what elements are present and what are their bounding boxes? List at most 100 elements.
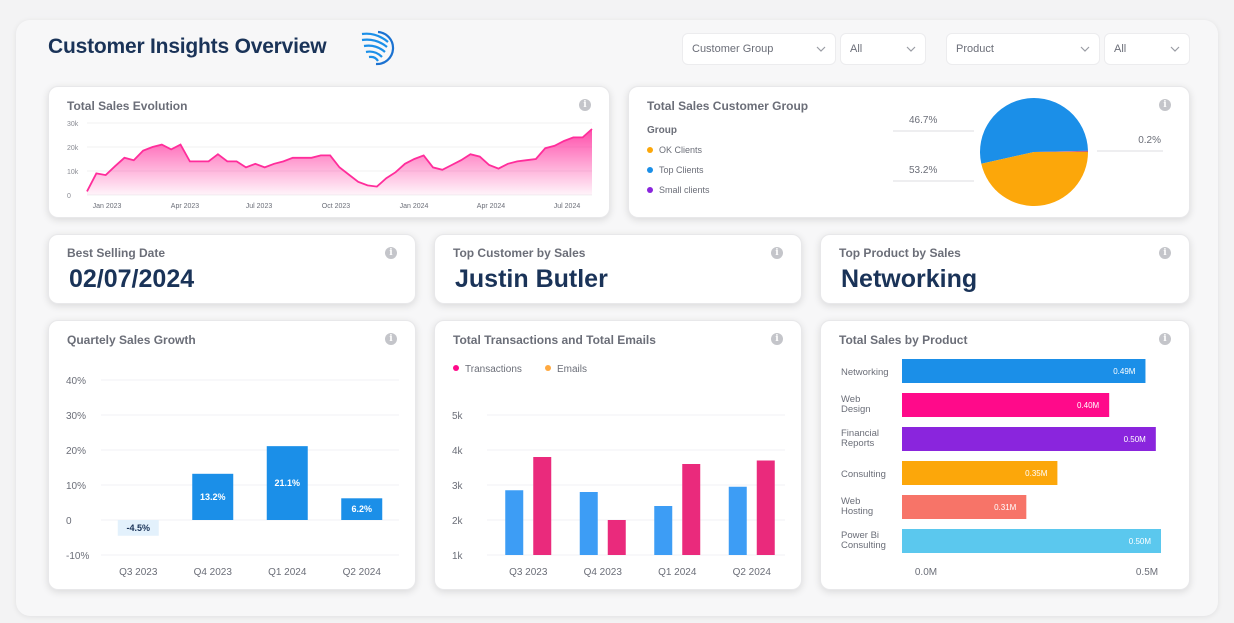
legend-item[interactable]: OK Clients — [647, 145, 702, 155]
y-tick-label: 10% — [66, 481, 86, 492]
info-icon[interactable]: i — [771, 333, 783, 345]
y-tick-label: 30% — [66, 411, 86, 422]
transactions-card: Total Transactions and Total Emails i Tr… — [434, 320, 802, 590]
pie-slice — [980, 97, 1088, 164]
area-fill — [87, 129, 592, 195]
transactions-bar — [682, 464, 701, 555]
transactions-bar — [728, 486, 747, 555]
bar-value-label: 0.35M — [1025, 469, 1048, 478]
y-tick-label: -10% — [66, 551, 89, 562]
bar-value-label: 0.50M — [1129, 537, 1152, 546]
card-title: Total Sales Evolution — [67, 99, 188, 113]
info-icon[interactable]: i — [1159, 247, 1171, 259]
info-icon[interactable]: i — [1159, 99, 1171, 111]
legend-label: Small clients — [659, 185, 710, 195]
info-icon[interactable]: i — [1159, 333, 1171, 345]
legend-label: Emails — [557, 364, 588, 375]
legend-label: Transactions — [465, 364, 522, 375]
category-label: Web — [841, 496, 860, 507]
bar-value-label: 0.49M — [1113, 367, 1136, 376]
category-label: Web — [841, 394, 860, 405]
product-bar — [902, 359, 1146, 383]
x-tick-label: Q4 2023 — [194, 567, 233, 578]
area-line — [86, 128, 593, 192]
y-tick-label: 0 — [66, 516, 72, 527]
x-tick-label: Jul 2023 — [246, 203, 273, 210]
transactions-chart: 1k 2k 3k 4k 5k Q3 2023 Q4 2023 Q1 2024 Q2 2024 — [452, 411, 785, 578]
y-tick-label: 40% — [66, 376, 86, 387]
bar-value-label: 0.50M — [1124, 435, 1147, 444]
y-tick-label: 20% — [66, 446, 86, 457]
x-tick-label: Q1 2024 — [658, 567, 697, 578]
quarterly-growth-card: Quartely Sales Growth i -10% 0 10% 20% 30% 40… — [48, 320, 416, 590]
best-selling-date-value: 02/07/2024 — [69, 265, 195, 293]
y-tick-label: 5k — [452, 411, 464, 422]
category-label: Reports — [841, 438, 875, 449]
transactions-bar — [756, 460, 775, 555]
product-select[interactable]: Product — [946, 33, 1100, 65]
x-tick-label: Apr 2024 — [477, 203, 506, 210]
card-title: Total Sales by Product — [839, 333, 968, 347]
y-tick-label: 4k — [452, 446, 464, 457]
customer-group-value-select[interactable]: All — [840, 33, 926, 65]
legend-dot — [545, 365, 551, 372]
legend-item[interactable]: Top Clients — [647, 165, 704, 175]
sales-by-product-chart: 0.49MNetworking0.40MWebDesign0.50MFinanc… — [841, 359, 1161, 578]
info-icon[interactable]: i — [579, 99, 591, 111]
bar-value-label: 13.2% — [200, 492, 226, 502]
y-tick-label: 3k — [452, 481, 464, 492]
legend-dot — [647, 146, 653, 153]
best-selling-date-card: Best Selling Date i 02/07/2024 — [48, 234, 416, 304]
card-title: Quartely Sales Growth — [67, 333, 196, 347]
kpi-label: Best Selling Date — [67, 246, 166, 260]
top-customer-value: Justin Butler — [455, 265, 608, 293]
customer-group-select[interactable]: Customer Group — [682, 33, 836, 65]
transactions-bar — [533, 457, 552, 555]
top-product-value: Networking — [841, 265, 978, 293]
info-icon[interactable]: i — [385, 333, 397, 345]
transactions-bar — [654, 506, 673, 555]
kpi-label: Top Product by Sales — [839, 246, 961, 260]
chevron-down-icon — [816, 46, 826, 52]
sales-evolution-card: Total Sales Evolution i 0 10k 20k 30k Jan 20… — [48, 86, 610, 218]
growth-bar — [341, 498, 383, 520]
info-icon[interactable]: i — [771, 247, 783, 259]
info-icon[interactable]: i — [385, 247, 397, 259]
card-title: Total Transactions and Total Emails — [453, 333, 656, 347]
bar-value-label: 21.1% — [274, 478, 300, 488]
product-value-select[interactable]: All — [1104, 33, 1190, 65]
card-title: Total Sales Customer Group — [647, 99, 809, 113]
growth-bar — [117, 520, 159, 536]
category-label: Design — [841, 404, 871, 415]
y-tick-label: 10k — [67, 169, 79, 176]
category-label: Consulting — [841, 540, 886, 551]
bar-value-label: 0.40M — [1077, 401, 1100, 410]
legend-item[interactable]: Emails — [545, 364, 587, 375]
x-tick-label: Apr 2023 — [171, 203, 200, 210]
pie-slice — [981, 151, 1088, 206]
kpi-label: Top Customer by Sales — [453, 246, 586, 260]
category-label: Networking — [841, 367, 889, 378]
customer-group-card: Total Sales Customer Group i Group OK Cl… — [628, 86, 1190, 218]
product-bar — [902, 427, 1156, 451]
sales-evolution-chart: 0 10k 20k 30k Jan 2023 Apr 2023 Jul 2023 Oct 20… — [67, 121, 593, 210]
product-bar — [902, 529, 1161, 553]
pie-label: 53.2% — [909, 165, 937, 176]
customer-group-value: All — [850, 43, 863, 55]
y-tick-label: 2k — [452, 516, 464, 527]
x-tick-label: Q3 2023 — [509, 567, 548, 578]
product-bar — [902, 495, 1027, 519]
quarterly-growth-chart: -10% 0 10% 20% 30% 40% -4.5% Q3 2023 13.2% Q4 202… — [66, 376, 399, 578]
x-tick-label: 0.5M — [1136, 567, 1158, 578]
x-tick-label: Oct 2023 — [322, 203, 351, 210]
pie-slice — [1034, 150, 1088, 152]
y-tick-label: 30k — [67, 121, 79, 128]
legend-item[interactable]: Small clients — [647, 185, 710, 195]
legend-item[interactable]: Transactions — [453, 364, 522, 375]
x-tick-label: Jan 2023 — [93, 203, 122, 210]
customer-group-pie: 53.2% 0.2% 46.7% — [893, 97, 1163, 206]
category-label: Consulting — [841, 469, 886, 480]
legend-title: Group — [647, 125, 677, 136]
bar-value-label: -4.5% — [126, 523, 150, 533]
product-select-label: Product — [956, 43, 994, 55]
